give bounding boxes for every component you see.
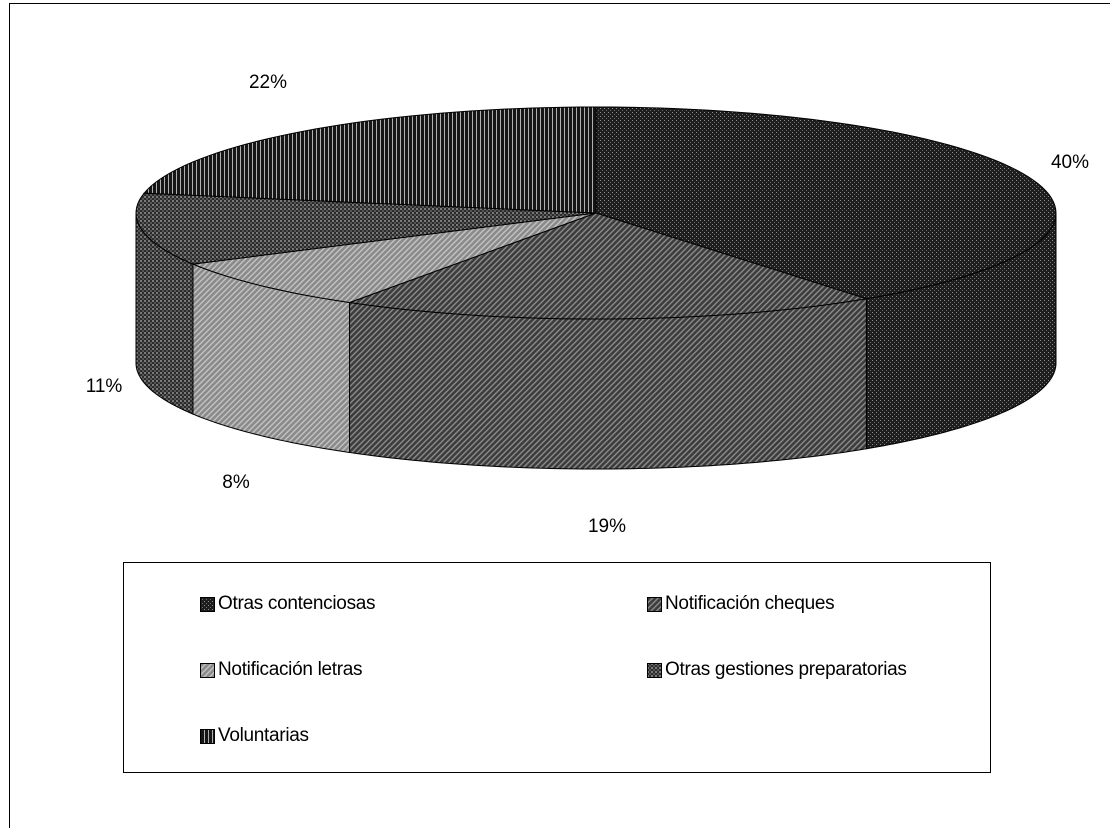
legend: Otras contenciosas Notificación cheques …	[123, 562, 991, 773]
legend-swatch-icon	[200, 728, 215, 744]
legend-swatch-icon	[647, 662, 662, 678]
legend-label: Voluntarias	[218, 725, 309, 746]
legend-item-notificacion-cheques: Notificación cheques	[647, 593, 835, 615]
pie-slice-otras-gestiones-preparatorias	[135, 192, 597, 265]
data-label-otras-gestiones-preparatorias: 11%	[86, 376, 123, 397]
legend-swatch-icon	[200, 596, 215, 612]
pie-slice-notificacion-letras	[190, 212, 597, 304]
legend-label: Notificación cheques	[665, 593, 835, 614]
pie-wall-notificacion-cheques	[349, 298, 867, 470]
chart-frame	[9, 3, 1110, 828]
legend-item-otras-contenciosas: Otras contenciosas	[200, 593, 376, 615]
legend-item-otras-gestiones-preparatorias: Otras gestiones preparatorias	[647, 659, 907, 681]
legend-label: Notificación letras	[218, 659, 363, 680]
pie-slice-notificacion-cheques	[349, 212, 867, 320]
data-label-notificacion-letras: 8%	[222, 472, 250, 493]
pie-slice-voluntarias	[143, 106, 597, 214]
legend-label: Otras contenciosas	[218, 593, 376, 614]
data-label-notificacion-cheques: 19%	[588, 516, 626, 537]
data-label-otras-contenciosas: 40%	[1051, 152, 1089, 173]
legend-swatch-icon	[647, 596, 662, 612]
legend-swatch-icon	[200, 662, 215, 678]
legend-item-notificacion-letras: Notificación letras	[200, 659, 363, 681]
data-label-voluntarias: 22%	[249, 72, 287, 93]
legend-label: Otras gestiones preparatorias	[665, 659, 907, 680]
legend-item-voluntarias: Voluntarias	[200, 725, 309, 747]
pie-slice-otras-contenciosas	[595, 106, 1057, 300]
